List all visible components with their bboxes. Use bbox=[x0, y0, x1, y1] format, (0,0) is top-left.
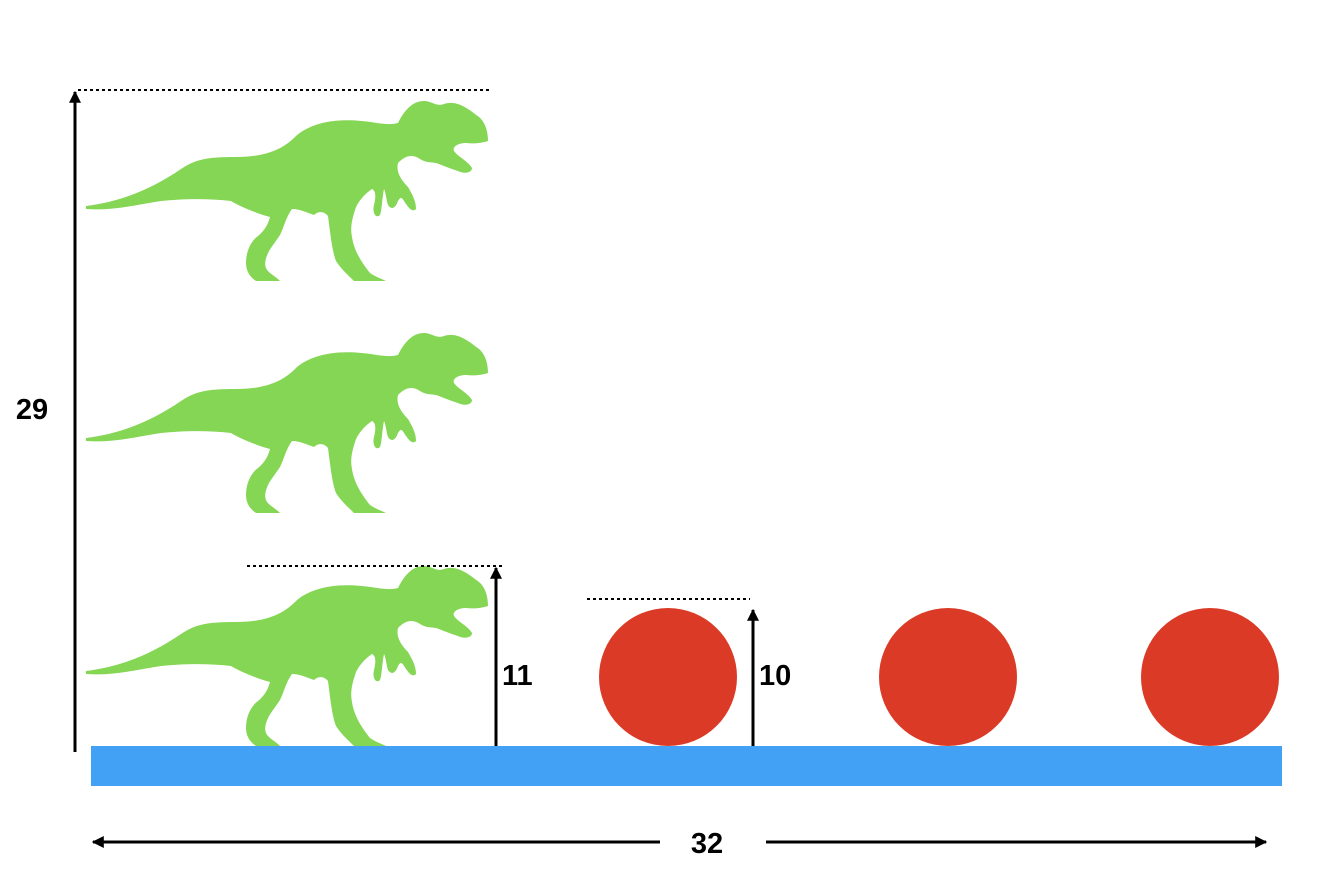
ball-height-dimension: 10 bbox=[587, 598, 791, 746]
dinosaur-icon bbox=[86, 333, 488, 513]
ball-icon bbox=[599, 608, 737, 746]
dinosaur-stack bbox=[86, 101, 488, 746]
ball-icon bbox=[1141, 608, 1279, 746]
dino-height-dimension: 11 bbox=[247, 565, 533, 746]
ground-platform bbox=[91, 746, 1282, 786]
ball-icon bbox=[879, 608, 1017, 746]
ball-height-label: 10 bbox=[759, 660, 791, 692]
ground-width-label: 32 bbox=[691, 828, 723, 860]
dinosaur-icon bbox=[86, 101, 488, 281]
total-height-label: 29 bbox=[16, 394, 48, 426]
total-height-dimension: 29 bbox=[16, 89, 492, 752]
ball-row bbox=[599, 608, 1279, 746]
dino-height-label: 11 bbox=[502, 660, 533, 692]
dinosaur-icon bbox=[86, 566, 488, 746]
ground-width-dimension: 32 bbox=[91, 828, 1268, 860]
